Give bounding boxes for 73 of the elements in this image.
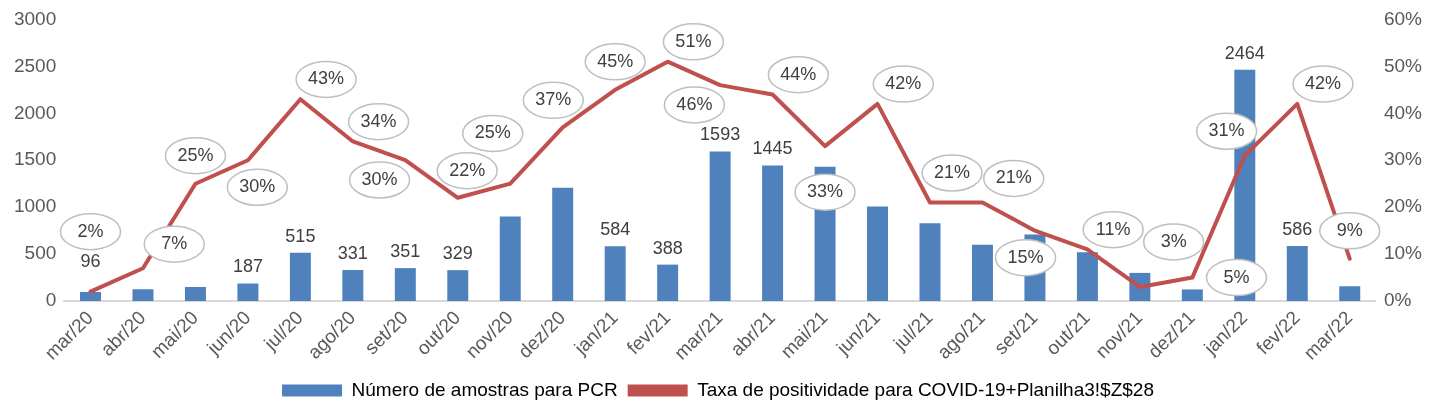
data-label: 25%: [177, 144, 214, 165]
y-tick-label: 1500: [13, 148, 57, 170]
data-label: 1593: [700, 124, 741, 145]
data-label: 30%: [239, 176, 276, 197]
data-label: 15%: [1007, 246, 1044, 267]
y2-tick-label: 60%: [1383, 7, 1423, 29]
bar: [447, 270, 469, 302]
bar: [762, 165, 784, 302]
bar: [289, 252, 311, 302]
data-label: 45%: [597, 50, 634, 71]
bar: [80, 292, 101, 302]
data-label: 46%: [676, 93, 713, 114]
data-label: 31%: [1208, 120, 1245, 141]
data-label: 21%: [995, 167, 1032, 188]
data-label: 3%: [1160, 230, 1187, 251]
y-tick-label: 2500: [13, 54, 57, 76]
data-label: 2464: [1224, 42, 1265, 63]
data-label: 33%: [807, 181, 844, 202]
data-label: 37%: [535, 89, 572, 110]
data-label: 329: [442, 243, 473, 264]
bar: [342, 269, 364, 302]
data-label: 331: [337, 242, 368, 263]
data-label: 34%: [360, 110, 397, 131]
bar: [919, 223, 941, 302]
bar: [1076, 252, 1098, 302]
data-label: 25%: [474, 122, 511, 143]
y2-tick-label: 0%: [1383, 289, 1412, 311]
data-label: 22%: [449, 159, 486, 180]
bar: [657, 264, 679, 302]
y-tick-label: 3000: [13, 7, 57, 29]
y2-tick-label: 10%: [1383, 242, 1423, 264]
data-label: 30%: [361, 169, 398, 189]
data-label: 43%: [308, 68, 345, 89]
data-label: 96: [80, 251, 101, 272]
y-tick-label: 2000: [13, 101, 57, 123]
y-tick-label: 0: [45, 289, 57, 311]
data-label: 7%: [161, 233, 188, 254]
bar: [552, 187, 574, 302]
data-label: 42%: [1304, 73, 1342, 94]
data-label: 21%: [934, 162, 971, 183]
data-label: 11%: [1095, 218, 1131, 239]
data-label: 5%: [1223, 266, 1250, 287]
bar: [867, 206, 889, 302]
data-label: 584: [600, 219, 631, 240]
data-label: 515: [285, 225, 316, 246]
data-label: 388: [652, 237, 683, 258]
y2-tick-label: 20%: [1383, 195, 1423, 217]
bar: [394, 268, 416, 302]
data-label: 9%: [1336, 219, 1363, 240]
data-label: 44%: [780, 63, 817, 84]
data-label: 42%: [885, 73, 922, 94]
bar: [237, 283, 259, 302]
data-label: 586: [1282, 219, 1313, 240]
data-label: 187: [232, 256, 263, 277]
bar: [1286, 246, 1308, 302]
bar: [1339, 286, 1361, 302]
bar: [132, 289, 154, 302]
y2-tick-label: 30%: [1383, 148, 1423, 170]
bar: [1181, 289, 1203, 302]
y2-tick-label: 50%: [1383, 54, 1423, 76]
data-label: 351: [390, 241, 421, 262]
bar: [184, 286, 206, 302]
bar: [499, 216, 521, 302]
data-label: 51%: [675, 30, 712, 51]
y-tick-label: 500: [24, 242, 57, 264]
data-label: 2%: [77, 220, 104, 241]
bar: [604, 246, 626, 302]
bar: [709, 151, 731, 302]
y2-tick-label: 40%: [1383, 101, 1423, 123]
y-tick-label: 1000: [13, 195, 57, 217]
legend-label: Número de amostras para PCR: [351, 378, 618, 400]
legend-label: Taxa de positividade para COVID-19+Planilha3!$Z$28: [697, 378, 1154, 400]
data-label: 1445: [752, 138, 793, 159]
